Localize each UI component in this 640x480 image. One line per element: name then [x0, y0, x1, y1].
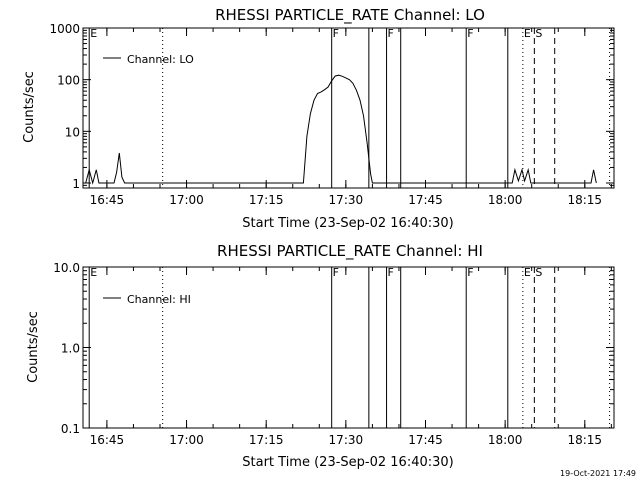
y-tick-label: 100 — [57, 74, 80, 88]
timestamp: 19-Oct-2021 17:49 — [560, 469, 636, 478]
chart-title: RHESSI PARTICLE_RATE Channel: HI — [217, 242, 483, 261]
event-marker-label: S — [535, 27, 542, 40]
event-marker-label: E — [90, 27, 97, 40]
legend-label: Channel: HI — [127, 293, 191, 306]
event-marker-label: F — [467, 27, 473, 40]
x-tick-label: 17:15 — [249, 193, 284, 207]
chart-panel-hi: RHESSI PARTICLE_RATE Channel: HI Start T… — [26, 242, 615, 470]
chart-title: RHESSI PARTICLE_RATE Channel: LO — [215, 6, 485, 25]
y-axis-label: Counts/sec — [26, 311, 41, 383]
x-tick-label: 17:30 — [329, 193, 364, 207]
x-tick-label: 18:15 — [567, 193, 602, 207]
y-tick-label: 1.0 — [61, 342, 80, 356]
x-tick-label: 16:45 — [90, 433, 125, 447]
x-tick-label: 18:00 — [488, 193, 523, 207]
y-tick-label: 1000 — [49, 22, 80, 36]
y-tick-label: 0.1 — [61, 422, 80, 436]
series-line — [85, 74, 597, 185]
x-axis-label: Start Time (23-Sep-02 16:40:30) — [242, 216, 453, 231]
event-marker-label: E — [524, 27, 531, 40]
legend-label: Channel: LO — [127, 53, 194, 66]
chart-panel-lo: RHESSI PARTICLE_RATE Channel: LO Start T… — [22, 6, 615, 231]
y-axis-label: Counts/sec — [22, 71, 37, 143]
y-tick-label: 10.0 — [53, 261, 80, 275]
y-tick-label: 1 — [72, 177, 80, 191]
x-tick-label: 17:45 — [408, 433, 443, 447]
event-marker-label: F — [388, 266, 394, 279]
x-tick-label: 17:15 — [249, 433, 284, 447]
x-tick-label: 18:00 — [488, 433, 523, 447]
x-tick-label: 17:30 — [329, 433, 364, 447]
event-marker-label: E — [90, 266, 97, 279]
event-marker-label: S — [535, 266, 542, 279]
event-marker-label: F — [333, 266, 339, 279]
y-tick-label: 10 — [65, 125, 80, 139]
x-tick-label: 17:45 — [408, 193, 443, 207]
event-marker-label: F — [467, 266, 473, 279]
event-marker-label: F — [333, 27, 339, 40]
event-marker-label: E — [524, 266, 531, 279]
x-tick-label: 17:00 — [169, 193, 204, 207]
event-marker-label: F — [388, 27, 394, 40]
x-tick-label: 18:15 — [567, 433, 602, 447]
plot-frame — [82, 27, 615, 189]
x-tick-label: 17:00 — [169, 433, 204, 447]
x-axis-label: Start Time (23-Sep-02 16:40:30) — [242, 455, 453, 470]
x-tick-label: 16:45 — [90, 193, 125, 207]
